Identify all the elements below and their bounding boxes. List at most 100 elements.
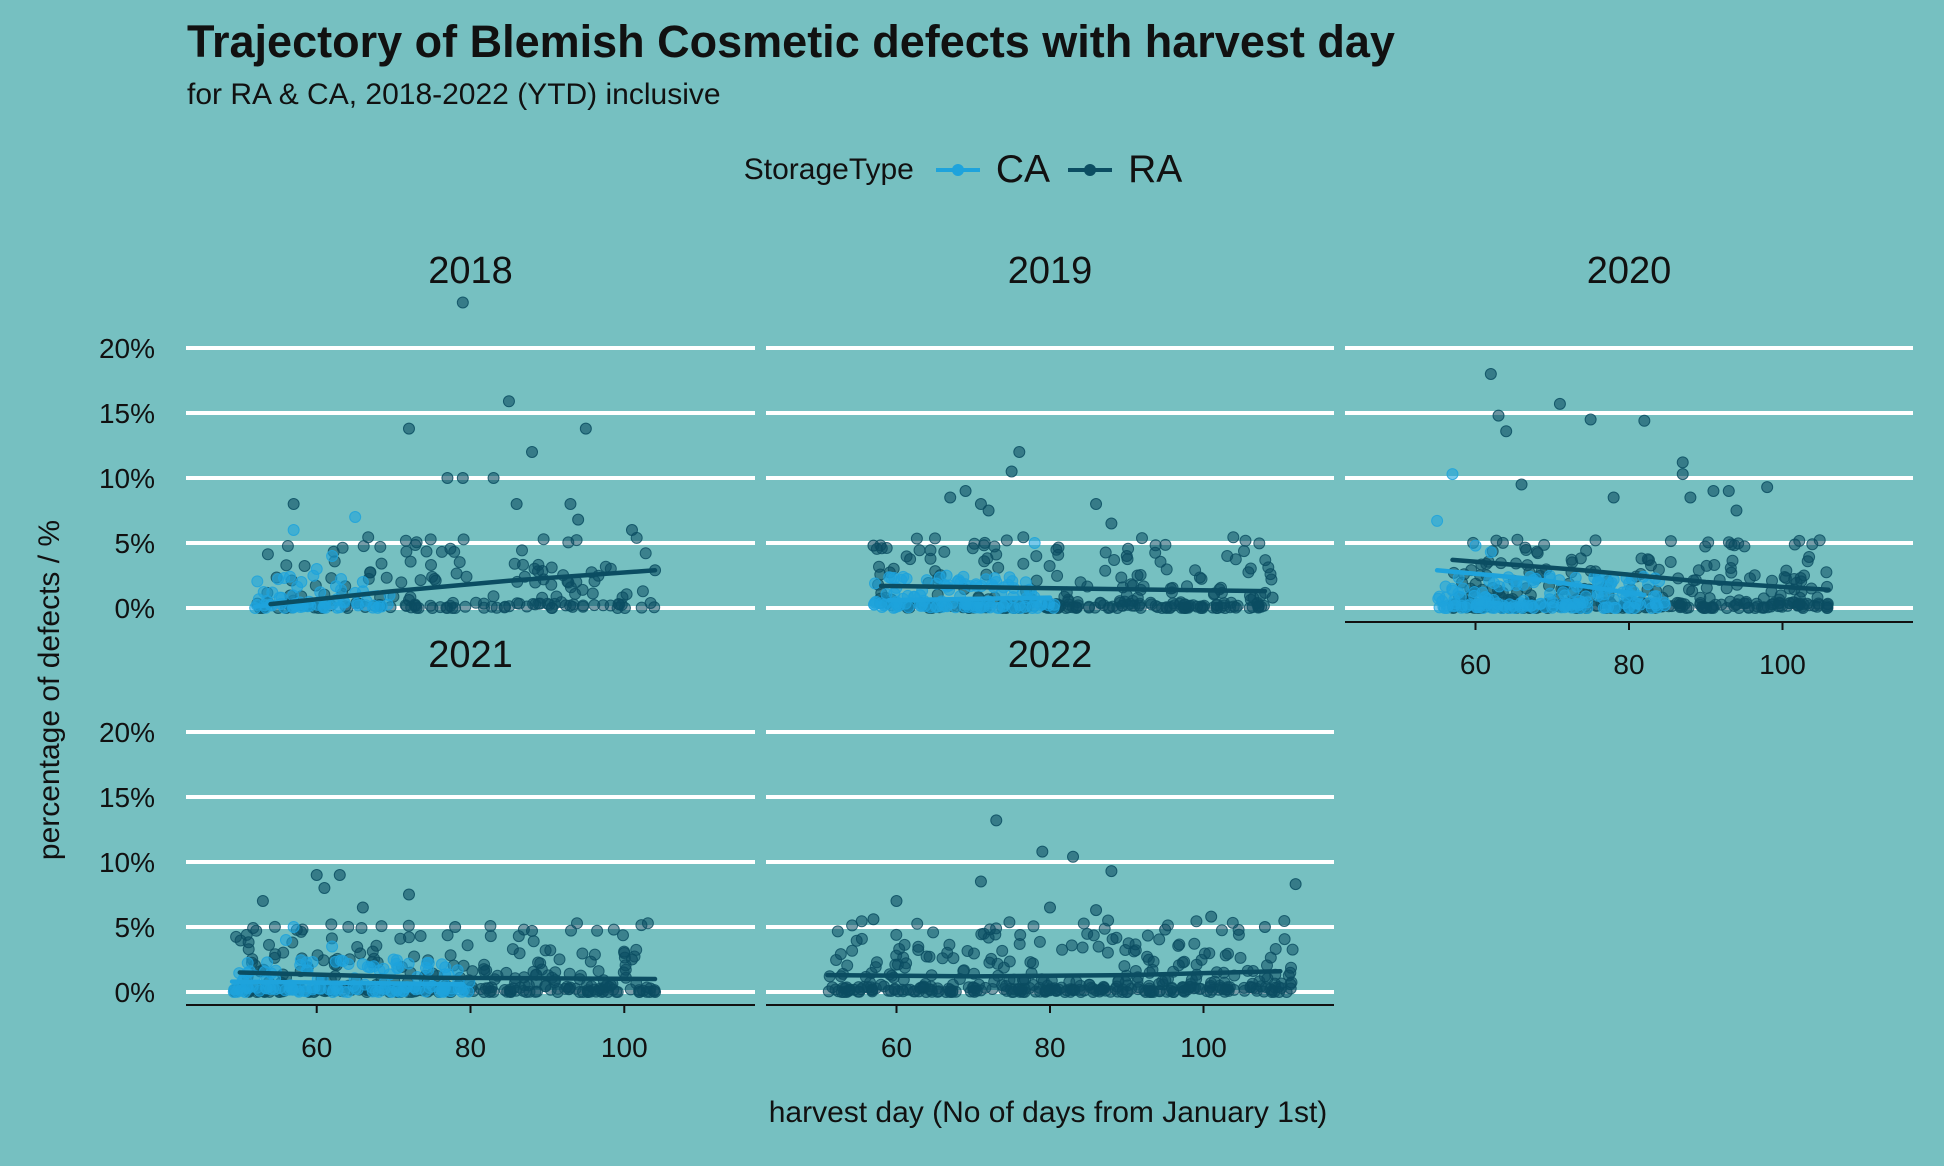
scatter-point-ra [1145,598,1158,611]
scatter-point-ra [633,984,646,997]
x-axis-label: harvest day (No of days from January 1st… [768,1096,1328,1129]
scatter-point-ra [1748,569,1761,582]
y-tick-label: 20% [99,717,155,748]
scatter-point-ra [1707,485,1720,497]
y-tick-label: 5% [115,912,155,943]
scatter-point-ca [352,599,364,612]
scatter-point-ra [441,929,454,942]
scatter-point-ra [1253,537,1266,550]
scatter-point-ra [846,919,859,932]
scatter-point-ra [425,559,437,571]
y-tick-label: 5% [115,528,155,559]
scatter-point-ra [649,986,662,998]
scatter-point-ra [404,591,417,604]
scatter-point-ra [1257,599,1270,612]
scatter-point-ra [1118,960,1131,973]
scatter-point-ra [1500,425,1513,438]
y-tick-label: 10% [99,463,155,494]
scatter-point-ca [930,601,942,614]
scatter-point-ra [1232,928,1245,941]
scatter-point-ra [1664,535,1677,548]
scatter-point-ca [933,571,946,584]
scatter-point-ra [636,585,649,598]
scatter-point-ca [1484,546,1497,559]
scatter-point-ra [1239,534,1252,547]
scatter-point-ra [1742,601,1755,614]
scatter-point-ra [1635,552,1648,565]
scatter-point-ra [1793,598,1806,611]
x-tick-label: 80 [1613,649,1644,680]
scatter-point-ra [277,946,290,959]
scatter-point-ra [1044,901,1056,914]
scatter-point-ca [1569,571,1582,584]
scatter-point-ra [1680,602,1693,614]
scatter-point-ra [1761,481,1774,494]
scatter-point-ca [292,984,305,997]
scatter-point-ra [1725,566,1738,579]
scatter-point-ra [1258,921,1271,933]
scatter-point-ra [1105,517,1118,530]
scatter-point-ca [334,954,347,967]
scatter-point-ra [484,920,497,932]
scatter-point-ra [1030,550,1043,563]
scatter-point-ra [852,981,865,994]
scatter-point-ca [1579,590,1592,603]
scatter-point-ra [536,591,549,604]
scatter-point-ra [1077,917,1090,930]
scatter-point-ra [1014,929,1027,941]
scatter-point-ra [1065,939,1078,952]
scatter-point-ca [402,957,415,970]
scatter-point-ra [564,498,577,510]
scatter-point-ra [544,944,557,957]
scatter-point-ra [1584,413,1597,426]
scatter-point-ra [459,600,472,613]
scatter-point-ra [242,936,255,949]
scatter-point-ra [553,953,566,966]
scatter-point-ra [1178,598,1191,611]
scatter-point-ra [375,557,388,570]
scatter-point-ca [883,571,896,584]
scatter-point-ra [404,555,417,568]
scatter-point-ra [1205,910,1218,923]
scatter-point-ra [1062,593,1075,606]
scatter-point-ra [830,954,843,966]
scatter-point-ra [1190,958,1203,971]
x-tick-label: 100 [1180,1032,1227,1063]
scatter-point-ra [577,599,590,612]
scatter-point-ra [1034,985,1047,998]
scatter-point-ca [306,956,319,968]
scatter-point-ra [1149,546,1162,559]
scatter-point-ca [1535,597,1547,610]
scatter-point-ra [1036,845,1049,858]
scatter-point-ra [639,547,652,560]
scatter-point-ra [528,562,541,575]
scatter-point-ca [239,986,251,998]
scatter-point-ca [326,940,339,953]
scatter-point-ra [333,869,346,881]
scatter-point-ra [1520,544,1533,556]
trend-line-ca [886,595,1053,603]
scatter-point-ra [974,984,987,997]
scatter-point-ra [586,587,599,600]
panel-label-2020: 2020 [1587,250,1672,292]
scatter-point-ra [356,901,369,914]
scatter-point-ca [1446,468,1459,481]
scatter-point-ra [1136,532,1148,545]
scatter-point-ra [625,953,638,966]
scatter-point-ca [387,953,400,966]
scatter-point-ra [517,558,529,571]
scatter-point-ra [402,888,415,901]
scatter-point-ra [873,560,885,573]
scatter-point-ca [1658,599,1671,612]
scatter-point-ra [910,532,923,545]
legend-title: StorageType [743,153,914,186]
scatter-point-ca [1592,589,1604,602]
scatter-point-ra [1692,564,1705,577]
scatter-point-ra [1589,534,1602,547]
scatter-point-ra [1492,409,1505,422]
scatter-point-ra [477,597,490,610]
scatter-point-ca [897,570,910,583]
scatter-point-ra [1172,959,1185,972]
scatter-point-ra [1043,560,1056,572]
